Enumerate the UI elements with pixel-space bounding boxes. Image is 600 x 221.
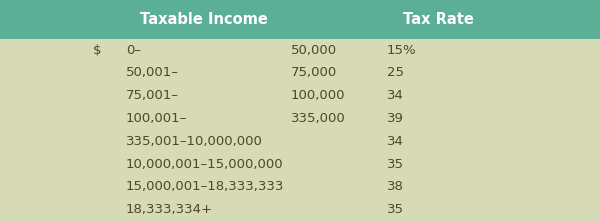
Text: 39: 39 — [387, 112, 404, 125]
Text: 34: 34 — [387, 89, 404, 102]
Text: 10,000,001–15,000,000: 10,000,001–15,000,000 — [126, 158, 284, 171]
Text: Taxable Income: Taxable Income — [140, 12, 268, 27]
Text: 50,000: 50,000 — [291, 44, 337, 57]
Text: $: $ — [93, 44, 101, 57]
Text: 75,001–: 75,001– — [126, 89, 179, 102]
Text: 100,000: 100,000 — [291, 89, 346, 102]
Text: 75,000: 75,000 — [291, 66, 337, 79]
Text: 100,001–: 100,001– — [126, 112, 187, 125]
Text: 335,001–10,000,000: 335,001–10,000,000 — [126, 135, 263, 148]
Text: 34: 34 — [387, 135, 404, 148]
Text: 335,000: 335,000 — [291, 112, 346, 125]
Text: 35: 35 — [387, 158, 404, 171]
Text: 18,333,334+: 18,333,334+ — [126, 203, 213, 216]
Text: 35: 35 — [387, 203, 404, 216]
Text: 50,001–: 50,001– — [126, 66, 179, 79]
Text: 15,000,001–18,333,333: 15,000,001–18,333,333 — [126, 180, 284, 193]
Text: 38: 38 — [387, 180, 404, 193]
Text: 25: 25 — [387, 66, 404, 79]
FancyBboxPatch shape — [0, 0, 600, 39]
Text: 0–: 0– — [126, 44, 141, 57]
Text: 15%: 15% — [387, 44, 416, 57]
Text: Tax Rate: Tax Rate — [403, 12, 473, 27]
